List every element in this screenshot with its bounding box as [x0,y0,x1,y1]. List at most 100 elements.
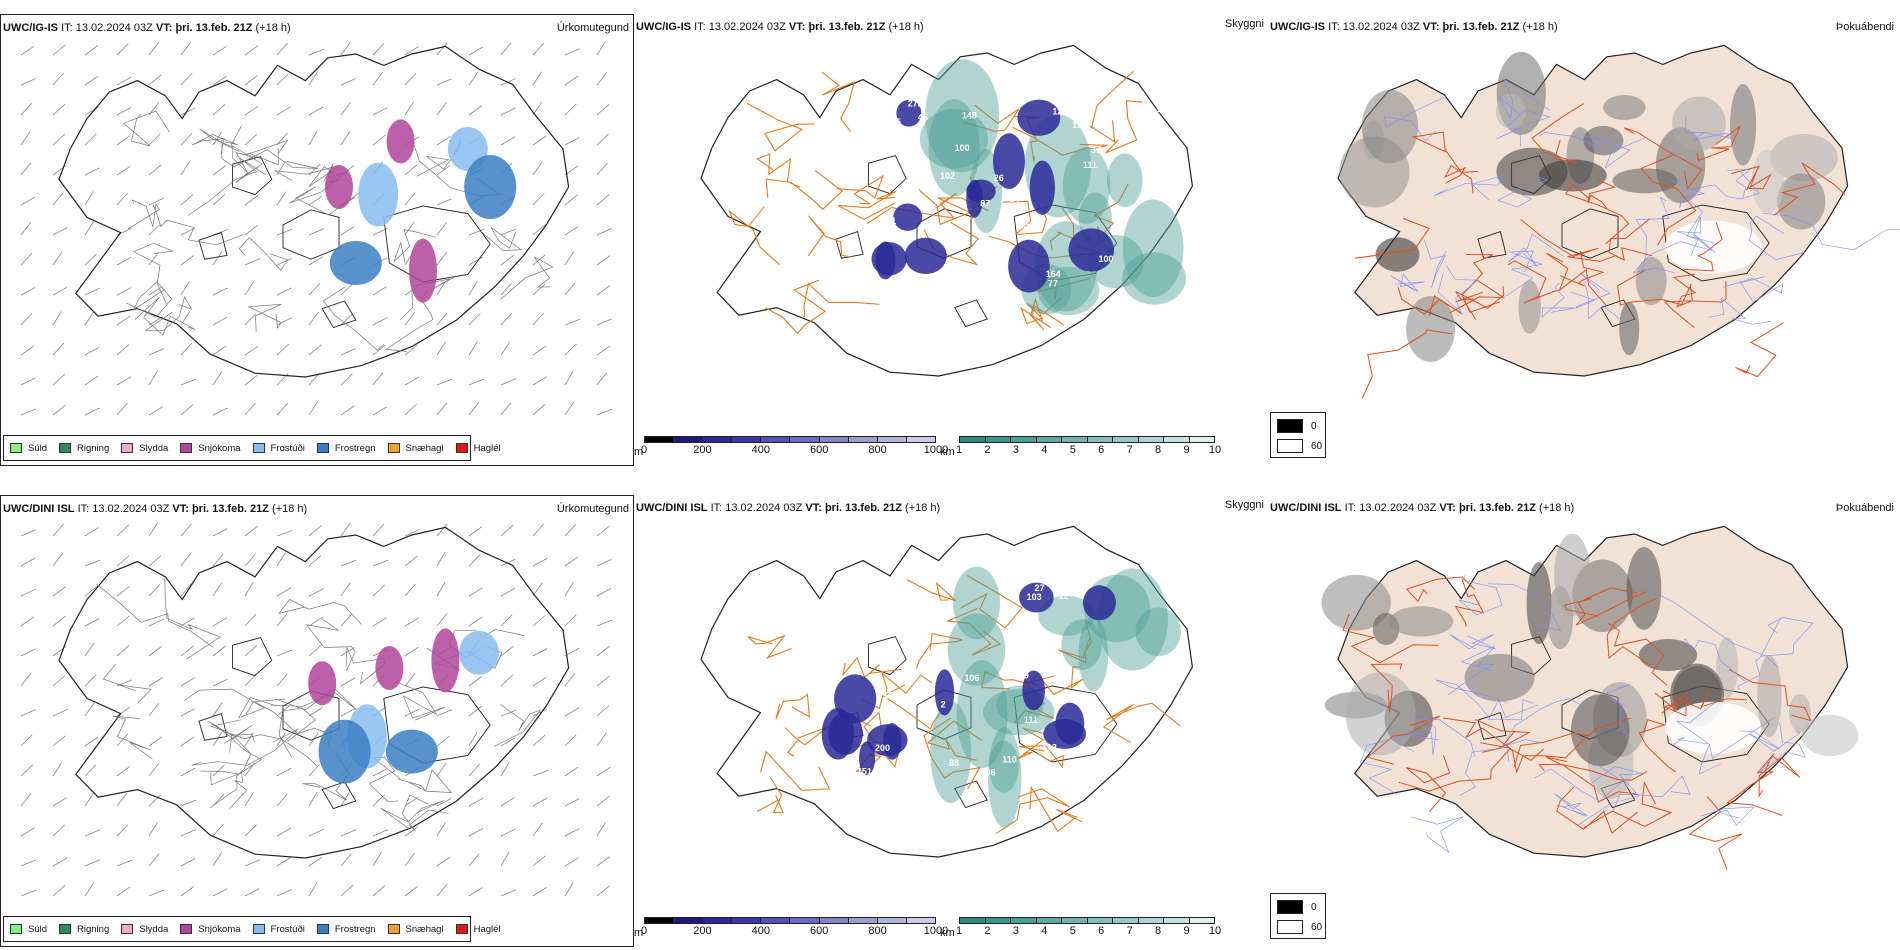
wind-barb [564,798,580,807]
field-patch [1078,616,1109,692]
field-patch [947,613,1006,686]
road-line [1679,184,1742,209]
legend-swatch [10,443,22,453]
vt-value: þri. 13.feb. 21Z [1458,502,1536,514]
wind-barb [404,826,419,837]
fog-legend-swatch [1277,439,1303,453]
colorbar-swatch [1087,918,1113,923]
road-line [184,688,277,719]
road-line [836,174,885,205]
wind-barb [532,283,546,296]
cloud-base-label: 111 [1024,715,1038,725]
wind-barb [500,78,516,86]
wind-barb [244,525,258,537]
wind-barb [436,822,446,837]
glacier-outline [954,299,988,328]
wind-barb [180,886,195,897]
colorbar-swatch [1113,918,1139,923]
legend-label: Snæhagl [405,923,444,935]
wind-barb [596,619,613,627]
wind-barb [468,587,483,597]
cloudbase-visibility-map: 272 37 77 808 756 58 100 87 12 134 53 140 71 49 106 84 1… [700,44,1194,377]
road-line [1698,717,1775,775]
wind-barb [564,673,576,687]
wind-barb [116,287,132,296]
cloud-base-label: 2 [941,699,946,709]
wind-barb [404,46,419,56]
road-line [1437,265,1479,313]
colorbar-tick-label: 600 [810,925,829,937]
wind-barb [436,581,446,597]
road-line [1089,70,1134,143]
wind-barb [148,584,161,597]
cloudbase-colorbar-ticks: 0 200 400 600 800 1000 [641,924,948,938]
wind-barb [340,522,351,537]
road-line [1534,762,1624,802]
wind-barb [148,164,162,176]
cloud-base-label: 120 [1156,104,1171,114]
wind-barb [180,378,197,386]
cloud-base-label: 141 [906,590,921,600]
colorbar-tick-label: 600 [810,444,829,456]
road-line [210,772,248,809]
wind-barb [212,251,223,266]
glacier-outline [198,713,228,741]
cloud-base-label: 103 [1027,592,1042,602]
legend-swatch [121,924,134,934]
wind-barb [500,312,513,326]
wind-barb [116,107,132,116]
wind-barb [116,76,132,86]
road-line [1405,755,1451,813]
legend-item: Frostregn [316,443,376,454]
fog-index-title: Þokuábendi [1835,502,1894,514]
road-line [842,656,902,679]
wind-barb [212,823,224,837]
wind-barb [84,527,99,537]
field-patch [928,99,980,197]
road-line [1728,669,1812,722]
legend-item: Slydda [121,924,168,935]
wind-barb [84,287,100,296]
legend-label: Rigning [77,923,110,935]
road-line [1564,183,1630,245]
wind-barb [436,523,448,537]
legend-label: Súld [28,923,48,935]
wind-barb [308,256,323,266]
vt-label: VT: [1422,21,1440,33]
field-patch [459,630,499,675]
road-line [747,634,792,660]
legend-item: Frostúði [252,924,305,935]
wind-barb [372,617,387,627]
colorbar-tick-label: 1000 [923,444,949,456]
glacier-outline [198,232,228,260]
colorbar-swatch [1087,437,1113,442]
wind-barb [212,794,225,807]
wind-barb [20,196,36,206]
vt-label: VT: [788,21,806,33]
road-line [144,295,193,331]
wind-barb [468,105,483,116]
road-line [397,682,446,721]
road-line [923,717,981,790]
wind-barb [180,107,196,116]
wind-barb [436,251,448,266]
wind-barb [84,253,97,266]
field-patch [1672,96,1726,152]
wind-barb [468,402,480,416]
wind-barb [468,341,478,356]
colorbar-swatch [1036,918,1062,923]
wind-barb [244,402,256,416]
cloud-base-label: 84 [1009,194,1019,204]
road-line [401,794,449,831]
visibility-title: Skyggni [1224,499,1264,511]
wind-barb [180,133,193,146]
wind-barb [436,222,448,236]
road-line [1545,756,1648,781]
wind-barb [20,377,36,386]
colorbar-tick-label: 1 [955,925,963,937]
wind-barb [564,282,576,296]
cloudbase-unit: m [634,927,644,939]
wind-barb [500,645,514,657]
legend-swatch [316,924,329,934]
wind-barb [20,889,37,897]
